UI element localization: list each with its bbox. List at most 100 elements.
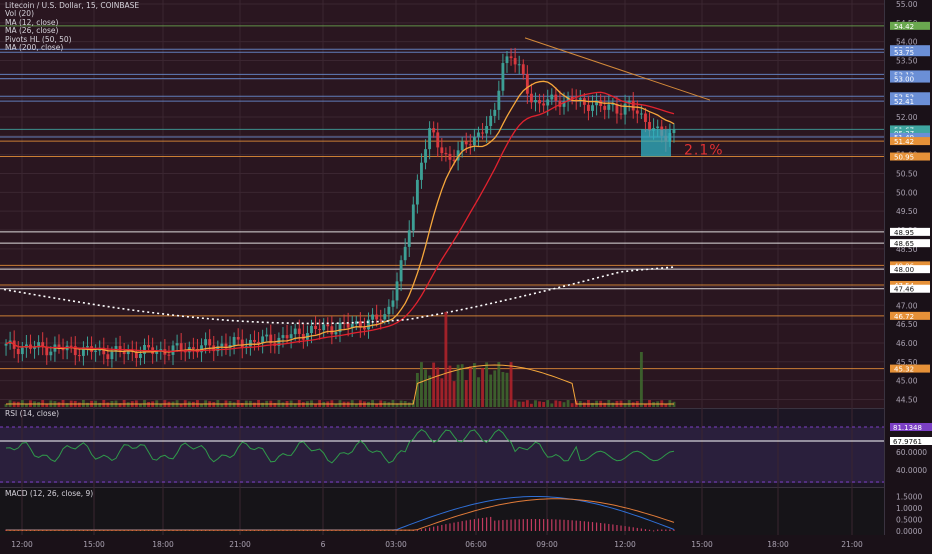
macd-histogram-bar — [522, 519, 524, 531]
macd-histogram-bar — [600, 522, 602, 531]
price-marker-tag[interactable] — [890, 70, 930, 79]
volume-bar — [448, 365, 452, 407]
candle-body — [566, 96, 570, 102]
candle-body — [253, 339, 256, 342]
macd-histogram-bar — [571, 520, 573, 531]
candle-body — [216, 346, 220, 352]
indicator-vol[interactable]: Vol (20) — [5, 9, 35, 19]
candle-body — [118, 346, 122, 352]
macd-histogram-bar — [543, 519, 545, 531]
indicator-ma12[interactable]: MA (12, close) — [5, 17, 59, 27]
macd-histogram-bar — [587, 521, 590, 531]
price-marker-tag[interactable] — [890, 311, 930, 320]
candle-body — [134, 351, 138, 359]
price-marker-tag[interactable] — [890, 137, 930, 146]
macd-histogram-bar — [494, 520, 496, 531]
volume-bar — [293, 403, 297, 407]
price-marker-label: 47.46 — [894, 286, 915, 294]
rsi-marker-tag[interactable] — [890, 423, 932, 431]
volume-bar — [603, 402, 607, 407]
indicator-pivots[interactable]: Pivots HL (50, 50) — [5, 34, 72, 44]
indicator-ma200[interactable]: MA (200, close) — [5, 43, 64, 53]
candle-body — [37, 342, 41, 348]
candle-body — [411, 204, 415, 231]
price-marker-tag[interactable] — [890, 227, 930, 236]
candle-body — [175, 343, 179, 346]
macd-histogram-bar — [583, 521, 585, 531]
macd-pane-label[interactable]: MACD (12, 26, close, 9) — [5, 489, 94, 498]
volume-bar — [652, 402, 656, 407]
volume-bar — [534, 400, 537, 407]
volume-bar — [98, 402, 102, 407]
price-marker-tag[interactable] — [890, 364, 930, 373]
candle-body — [167, 354, 171, 356]
price-marker-tag[interactable] — [890, 284, 930, 293]
macd-histogram-bar — [665, 529, 667, 531]
time-axis-label: 03:00 — [385, 540, 407, 549]
candle-body — [656, 126, 660, 129]
volume-bar — [37, 402, 41, 407]
candle-body — [619, 113, 623, 115]
price-marker-tag[interactable] — [890, 239, 930, 248]
candle-body — [375, 314, 379, 320]
macd-histogram-bar — [673, 529, 675, 531]
candle-body — [591, 105, 594, 111]
volume-bar — [415, 372, 419, 407]
candle-body — [672, 129, 676, 134]
macd-histogram-bar — [441, 524, 443, 531]
candle-body — [257, 341, 260, 344]
price-marker-label: 52.41 — [894, 98, 914, 106]
volume-bar — [513, 400, 517, 407]
volume-bar — [424, 369, 427, 407]
candle-body — [395, 281, 399, 301]
volume-bar — [261, 402, 265, 407]
rsi-pane-label[interactable]: RSI (14, close) — [5, 409, 60, 418]
macd-histogram-bar — [648, 529, 651, 531]
volume-bar — [444, 312, 448, 407]
price-marker-tag[interactable] — [890, 97, 930, 106]
candle-body — [639, 113, 643, 115]
volume-bar — [489, 374, 493, 407]
candle-body — [367, 319, 370, 330]
price-marker-label: 50.95 — [894, 154, 914, 162]
candle-body — [200, 345, 203, 353]
price-marker-tag[interactable] — [890, 152, 930, 161]
candle-body — [342, 322, 346, 324]
rsi-tick-label: 40.0000 — [896, 466, 927, 475]
candle-body — [277, 337, 281, 346]
trend-line[interactable] — [524, 37, 711, 101]
candle-body — [424, 149, 427, 163]
price-marker-tag[interactable] — [890, 128, 930, 137]
candle-body — [310, 325, 313, 334]
price-marker-tag[interactable] — [890, 92, 930, 101]
price-marker-label: 51.42 — [894, 138, 914, 146]
candle-body — [285, 335, 289, 339]
candle-body — [248, 339, 252, 347]
indicator-ma26[interactable]: MA (26, close) — [5, 26, 59, 36]
macd-tick-label: 1.5000 — [896, 493, 922, 502]
candle-body — [493, 109, 497, 116]
volume-bar — [460, 364, 464, 407]
volume-bar — [477, 377, 480, 407]
candle-body — [444, 153, 448, 155]
rsi-marker-tag[interactable] — [890, 437, 932, 445]
candle-body — [415, 179, 419, 205]
price-marker-tag[interactable] — [890, 132, 930, 141]
candle-body — [240, 339, 244, 349]
candle-body — [57, 344, 61, 348]
time-axis-label: 12:00 — [614, 540, 636, 549]
candle-body — [432, 128, 436, 133]
price-marker-tag[interactable] — [890, 74, 930, 83]
price-tick-label: 44.50 — [896, 395, 918, 404]
volume-bar — [24, 403, 28, 407]
measure-box[interactable] — [641, 129, 671, 157]
macd-histogram-bar — [563, 519, 565, 531]
candle-body — [615, 104, 619, 114]
price-marker-tag[interactable] — [890, 265, 930, 274]
macd-histogram-bar — [502, 520, 504, 531]
price-marker-tag[interactable] — [890, 48, 930, 57]
price-marker-tag[interactable] — [890, 21, 930, 30]
price-tick-label: 52.00 — [896, 113, 918, 122]
